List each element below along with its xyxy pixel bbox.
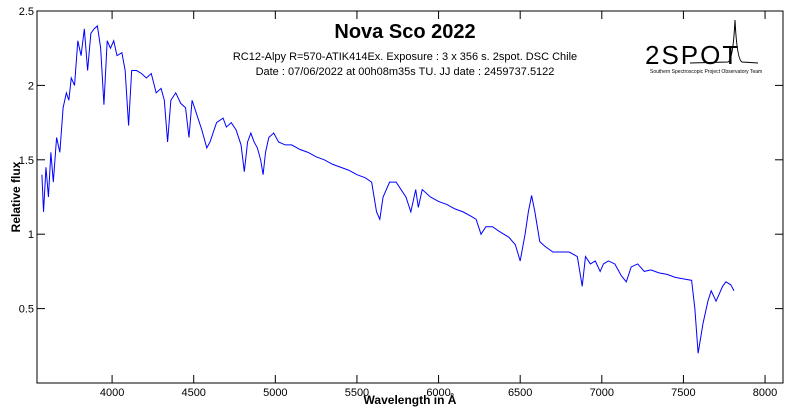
y-tick-label: 1.5 — [19, 155, 34, 167]
x-tick-label: 7000 — [590, 387, 614, 399]
subtitle: Date : 07/06/2022 at 00h08m35s TU. JJ da… — [256, 66, 555, 78]
x-tick-label: 7500 — [671, 387, 695, 399]
y-tick-label: 1 — [28, 229, 34, 241]
x-axis-label: Wavelength in Å — [364, 392, 457, 407]
x-tick-label: 4000 — [100, 387, 124, 399]
logo-text: 2SPOT — [645, 40, 740, 70]
logo: 2SPOT Southern Spectroscopic Project Obs… — [645, 19, 762, 75]
logo-curve — [689, 19, 759, 64]
y-tick-label: 0.5 — [19, 304, 34, 316]
x-tick-label: 6000 — [426, 387, 450, 399]
y-axis-label: Relative flux — [9, 161, 23, 232]
x-tick-label: 5500 — [345, 387, 369, 399]
x-tick-label: 4500 — [181, 387, 205, 399]
chart-title: Nova Sco 2022 — [334, 21, 475, 43]
plot-frame — [36, 10, 784, 384]
x-tick-label: 6500 — [508, 387, 532, 399]
logo-caption: Southern Spectroscopic Project Observato… — [650, 69, 762, 75]
spectrum-line — [41, 24, 735, 354]
y-tick-label: 2.5 — [19, 6, 34, 18]
subtitle: RC12-Alpy R=570-ATIK414Ex. Exposure : 3 … — [233, 51, 577, 63]
x-tick-label: 8000 — [753, 387, 777, 399]
x-tick-label: 5000 — [263, 387, 287, 399]
y-tick-label: 2 — [28, 80, 34, 92]
